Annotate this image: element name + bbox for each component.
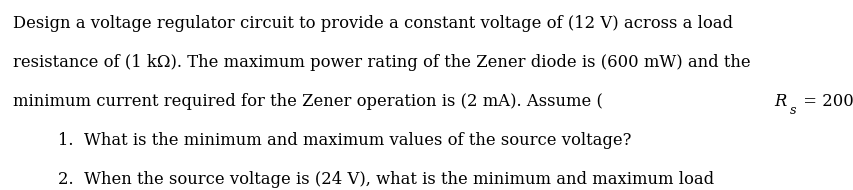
Text: Design a voltage regulator circuit to provide a constant voltage of (12 V) acros: Design a voltage regulator circuit to pr…: [13, 15, 732, 32]
Text: minimum current required for the Zener operation is (2 mA). Assume (: minimum current required for the Zener o…: [13, 93, 602, 110]
Text: s: s: [789, 104, 796, 116]
Text: 1.  What is the minimum and maximum values of the source voltage?: 1. What is the minimum and maximum value…: [58, 132, 630, 149]
Text: resistance of (1 kΩ). The maximum power rating of the Zener diode is (600 mW) an: resistance of (1 kΩ). The maximum power …: [13, 54, 750, 71]
Text: R: R: [773, 93, 786, 110]
Text: = 200 Ω).: = 200 Ω).: [798, 93, 853, 110]
Text: 2.  When the source voltage is (24 V), what is the minimum and maximum load: 2. When the source voltage is (24 V), wh…: [58, 171, 713, 188]
